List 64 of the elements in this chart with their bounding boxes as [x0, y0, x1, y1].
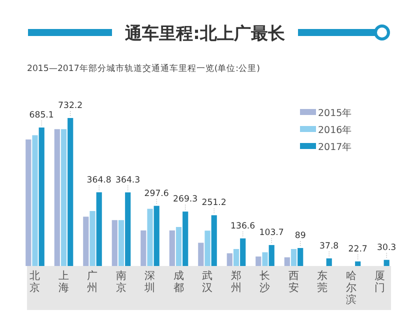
legend-label: 2015年	[318, 107, 352, 119]
data-label: 364.3	[116, 175, 140, 186]
bar	[140, 230, 146, 266]
x-tick-label: 北京	[30, 269, 40, 294]
bar	[147, 208, 153, 266]
data-label: 732.2	[58, 101, 83, 111]
x-tick-label: 西安	[288, 270, 300, 294]
bar	[355, 261, 361, 266]
legend-label: 2016年	[318, 124, 352, 136]
data-label: 685.1	[29, 110, 54, 121]
bar	[26, 139, 32, 266]
x-tick-label: 上海	[58, 269, 70, 294]
bar	[60, 129, 67, 266]
chart-title: 通车里程:北上广最长	[124, 24, 286, 44]
data-label: 364.8	[86, 175, 112, 186]
bar	[54, 129, 60, 266]
data-label: 251.2	[202, 198, 226, 208]
bar	[268, 245, 274, 266]
bar	[125, 192, 131, 266]
bar	[176, 226, 182, 266]
bar	[204, 230, 210, 266]
bar	[240, 238, 246, 266]
bar	[154, 206, 160, 266]
data-label: 37.8	[320, 241, 339, 252]
bar	[384, 260, 390, 266]
x-tick-label: 东莞	[317, 269, 328, 294]
bar	[83, 216, 89, 266]
x-tick-label: 深圳	[144, 270, 156, 294]
bar	[211, 215, 217, 266]
bar	[38, 128, 44, 266]
data-label: 269.3	[173, 194, 198, 205]
bar	[112, 220, 118, 266]
bar	[256, 256, 262, 266]
bar	[284, 257, 290, 266]
bar	[68, 118, 74, 266]
data-label: 30.3	[377, 242, 396, 253]
bar	[233, 249, 240, 266]
bar	[32, 135, 38, 266]
bar	[262, 252, 268, 266]
bar	[182, 212, 188, 266]
bar	[169, 230, 175, 266]
bar	[96, 192, 102, 266]
x-tick-label: 郑州	[230, 270, 242, 294]
bar	[198, 242, 204, 266]
chart-subtitle: 2015—2017年部分城市轨道交通通车里程一览(单位:公里)	[27, 63, 260, 74]
x-tick-label: 哈尔滨	[346, 270, 357, 306]
bar	[226, 253, 232, 266]
bar	[90, 211, 96, 266]
x-tick-label: 成都	[173, 269, 184, 294]
x-tick-label: 广州	[87, 269, 98, 294]
data-label: 297.6	[144, 188, 169, 199]
bar	[298, 248, 304, 266]
data-label: 22.7	[348, 244, 368, 254]
x-tick-label: 南京	[116, 269, 127, 294]
data-label: 103.7	[259, 228, 284, 238]
bar	[326, 258, 332, 266]
bar	[118, 220, 124, 266]
data-label: 136.6	[230, 221, 256, 232]
legend-label: 2017年	[318, 141, 352, 153]
x-tick-label: 厦门	[374, 270, 386, 294]
x-tick-label: 长沙	[260, 269, 270, 294]
data-label: 89	[294, 231, 306, 242]
x-tick-label: 武汉	[202, 269, 213, 294]
bar	[290, 249, 297, 266]
